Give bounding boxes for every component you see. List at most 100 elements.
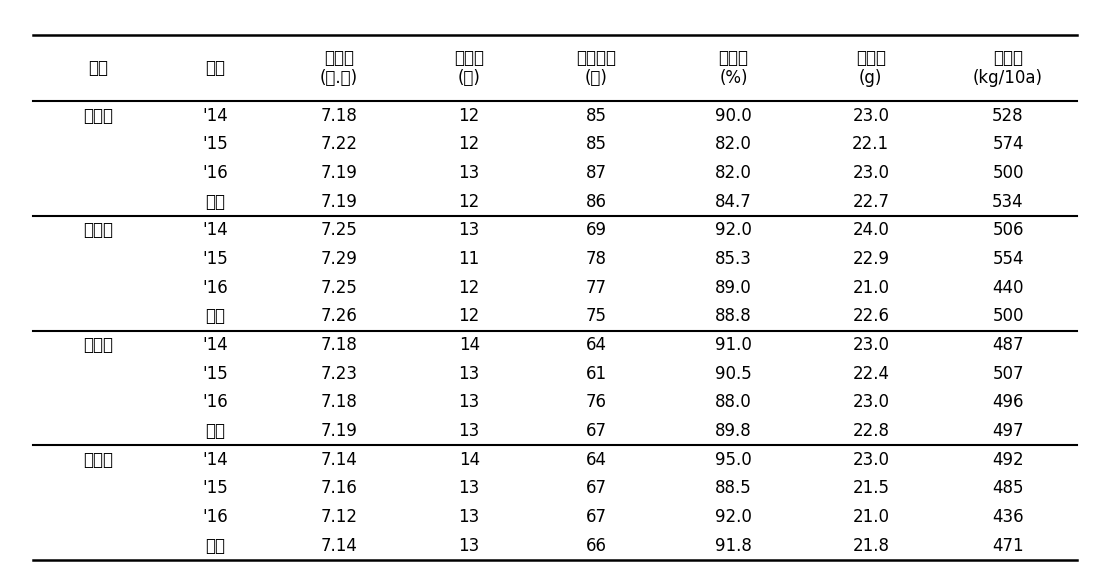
Text: 평균: 평균 (205, 307, 225, 325)
Text: '15: '15 (202, 365, 228, 383)
Text: 89.0: 89.0 (715, 278, 751, 296)
Text: 78: 78 (586, 250, 607, 268)
Text: 90.5: 90.5 (715, 365, 751, 383)
Text: 506: 506 (992, 221, 1023, 239)
Text: 7.18: 7.18 (321, 107, 357, 124)
Text: 67: 67 (586, 508, 607, 526)
Text: 12: 12 (458, 307, 480, 325)
Text: 66: 66 (586, 537, 607, 555)
Text: 92.0: 92.0 (715, 508, 751, 526)
Text: 91.0: 91.0 (715, 336, 751, 354)
Text: 7.19: 7.19 (321, 422, 357, 440)
Text: 품종: 품종 (89, 59, 109, 77)
Text: '16: '16 (202, 508, 228, 526)
Text: 82.0: 82.0 (715, 135, 751, 153)
Text: 23.0: 23.0 (852, 336, 889, 354)
Text: 22.1: 22.1 (852, 135, 889, 153)
Text: 21.0: 21.0 (852, 508, 889, 526)
Text: 7.25: 7.25 (321, 221, 357, 239)
Text: 출수기
(월.일): 출수기 (월.일) (320, 49, 357, 87)
Text: 61: 61 (586, 365, 607, 383)
Text: '16: '16 (202, 393, 228, 411)
Text: 500: 500 (992, 164, 1023, 182)
Text: 쌀수량
(kg/10a): 쌀수량 (kg/10a) (973, 49, 1043, 87)
Text: 13: 13 (458, 537, 480, 555)
Text: 이삭수
(개): 이삭수 (개) (454, 49, 484, 87)
Text: '15: '15 (202, 479, 228, 497)
Text: 507: 507 (992, 365, 1023, 383)
Text: 7.18: 7.18 (321, 393, 357, 411)
Text: '14: '14 (202, 336, 228, 354)
Text: '15: '15 (202, 250, 228, 268)
Text: 492: 492 (992, 450, 1023, 468)
Text: 14: 14 (458, 450, 480, 468)
Text: 청백찰: 청백찰 (83, 107, 113, 124)
Text: 21.8: 21.8 (852, 537, 889, 555)
Text: 등숙률
(%): 등숙률 (%) (718, 49, 748, 87)
Text: 471: 471 (992, 537, 1023, 555)
Text: 7.26: 7.26 (321, 307, 357, 325)
Text: 22.6: 22.6 (852, 307, 889, 325)
Text: '16: '16 (202, 164, 228, 182)
Text: '14: '14 (202, 221, 228, 239)
Text: '16: '16 (202, 278, 228, 296)
Text: 12: 12 (458, 193, 480, 211)
Text: 90.0: 90.0 (715, 107, 751, 124)
Text: 수당립수
(개): 수당립수 (개) (576, 49, 616, 87)
Text: 23.0: 23.0 (852, 107, 889, 124)
Text: 7.29: 7.29 (321, 250, 357, 268)
Text: 77: 77 (586, 278, 607, 296)
Text: 평균: 평균 (205, 537, 225, 555)
Text: 574: 574 (992, 135, 1023, 153)
Text: 13: 13 (458, 393, 480, 411)
Text: 진부찰: 진부찰 (83, 336, 113, 354)
Text: 22.8: 22.8 (852, 422, 889, 440)
Text: 22.4: 22.4 (852, 365, 889, 383)
Text: 88.5: 88.5 (715, 479, 751, 497)
Text: 436: 436 (992, 508, 1023, 526)
Text: 67: 67 (586, 422, 607, 440)
Text: 7.16: 7.16 (321, 479, 357, 497)
Text: 85: 85 (586, 135, 607, 153)
Text: 76: 76 (586, 393, 607, 411)
Text: 7.14: 7.14 (321, 450, 357, 468)
Text: 22.7: 22.7 (852, 193, 889, 211)
Text: 7.14: 7.14 (321, 537, 357, 555)
Text: 86: 86 (586, 193, 607, 211)
Text: 21.0: 21.0 (852, 278, 889, 296)
Text: 천립중
(g): 천립중 (g) (856, 49, 886, 87)
Text: 528: 528 (992, 107, 1023, 124)
Text: 23.0: 23.0 (852, 164, 889, 182)
Text: 상주찰: 상주찰 (83, 221, 113, 239)
Text: 7.19: 7.19 (321, 164, 357, 182)
Text: 91.8: 91.8 (715, 537, 751, 555)
Text: 75: 75 (586, 307, 607, 325)
Text: 485: 485 (992, 479, 1023, 497)
Text: 88.8: 88.8 (715, 307, 751, 325)
Text: 평균: 평균 (205, 193, 225, 211)
Text: 12: 12 (458, 107, 480, 124)
Text: 534: 534 (992, 193, 1023, 211)
Text: 13: 13 (458, 479, 480, 497)
Text: 12: 12 (458, 278, 480, 296)
Text: 87: 87 (586, 164, 607, 182)
Text: 64: 64 (586, 450, 607, 468)
Text: 85.3: 85.3 (715, 250, 751, 268)
Text: 95.0: 95.0 (715, 450, 751, 468)
Text: 496: 496 (992, 393, 1023, 411)
Text: 11: 11 (458, 250, 480, 268)
Text: 84.7: 84.7 (715, 193, 751, 211)
Text: 64: 64 (586, 336, 607, 354)
Text: 연도: 연도 (205, 59, 225, 77)
Text: 13: 13 (458, 221, 480, 239)
Text: 13: 13 (458, 422, 480, 440)
Text: 82.0: 82.0 (715, 164, 751, 182)
Text: '15: '15 (202, 135, 228, 153)
Text: '14: '14 (202, 107, 228, 124)
Text: 23.0: 23.0 (852, 393, 889, 411)
Text: 7.19: 7.19 (321, 193, 357, 211)
Text: 7.18: 7.18 (321, 336, 357, 354)
Text: 7.22: 7.22 (321, 135, 357, 153)
Text: 69: 69 (586, 221, 607, 239)
Text: 7.23: 7.23 (321, 365, 357, 383)
